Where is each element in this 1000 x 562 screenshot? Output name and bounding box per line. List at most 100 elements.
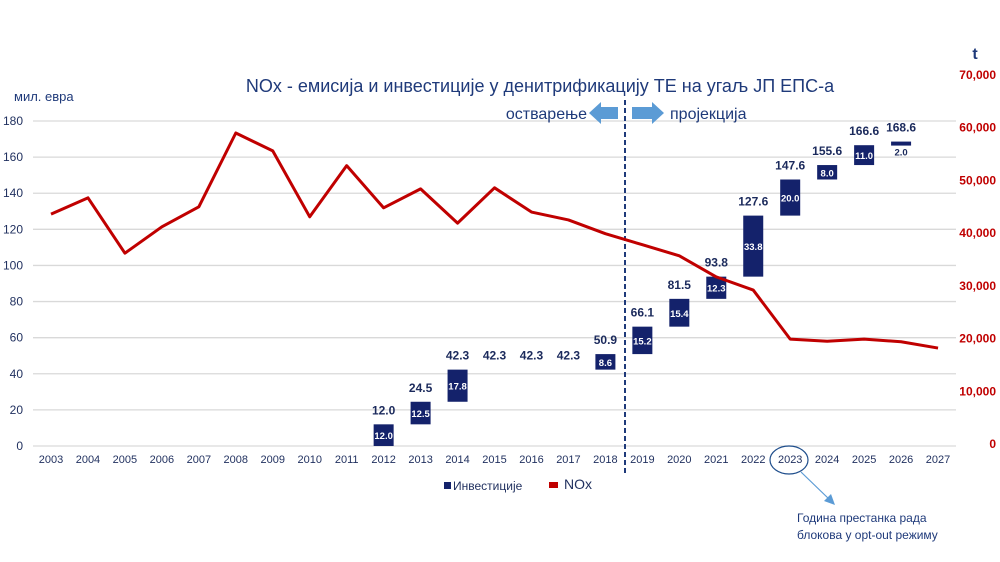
annotation-line-1: Година престанка рада [797, 511, 927, 525]
increment-label: 8.6 [599, 358, 612, 369]
left-tick-label: 80 [10, 295, 24, 309]
left-tick-label: 40 [10, 367, 24, 381]
annotation-arrow-line [800, 471, 831, 501]
x-tick-label: 2017 [556, 454, 580, 466]
total-label: 66.1 [631, 306, 655, 320]
increment-label: 11.0 [855, 151, 873, 162]
x-tick-label: 2007 [187, 454, 211, 466]
left-axis-unit: мил. евра [14, 89, 74, 104]
x-tick-label: 2003 [39, 454, 63, 466]
legend-swatch-nox [549, 482, 558, 488]
x-tick-label: 2024 [815, 454, 839, 466]
total-label: 168.6 [886, 121, 916, 135]
phase-label-future: пројекција [670, 106, 747, 123]
investment-bar [817, 165, 838, 180]
x-tick-label: 2009 [261, 454, 285, 466]
investment-bar [669, 298, 690, 327]
left-tick-label: 140 [3, 186, 23, 200]
increment-label: 8.0 [821, 168, 834, 179]
right-axis-unit: t [972, 46, 978, 63]
x-tick-label: 2005 [113, 454, 137, 466]
x-tick-label: 2027 [926, 454, 950, 466]
investment-labels: 12.0 12.0 12.5 24.5 17.8 42.3 42.3 42.3 42.3 8.6 5… [372, 121, 916, 443]
x-tick-label: 2018 [593, 454, 617, 466]
left-tick-label: 100 [3, 258, 23, 272]
chart-title: NOx - емисија и инвестиције у денитрифик… [246, 76, 835, 96]
investment-bar [854, 145, 875, 166]
phase-label-past: остварење [506, 106, 587, 123]
right-arrow-icon [632, 102, 664, 124]
right-tick-label: 50,000 [959, 173, 996, 187]
right-tick-label: 0 [989, 437, 996, 451]
increment-label: 17.8 [448, 382, 467, 393]
increment-label: 15.4 [670, 309, 689, 320]
gridlines [33, 120, 956, 447]
investment-bar [780, 179, 801, 216]
x-tick-label: 2026 [889, 454, 913, 466]
investment-bar [447, 369, 468, 402]
left-tick-label: 20 [10, 403, 24, 417]
total-label: 50.9 [594, 333, 618, 347]
increment-label: 33.8 [744, 242, 763, 253]
legend-label-nox: NOx [564, 476, 592, 492]
x-axis-ticks: 2003 2004 2005 2006 2007 2008 2009 2010 2011 2012… [39, 454, 951, 466]
right-axis-ticks: 0 10,000 20,000 30,000 40,000 50,000 60,000 70,… [959, 68, 996, 451]
total-label: 42.3 [557, 349, 581, 363]
increment-label: 12.5 [411, 409, 430, 420]
x-tick-label: 2006 [150, 454, 174, 466]
total-label: 93.8 [705, 256, 729, 270]
legend-swatch-investments [444, 482, 451, 489]
right-tick-label: 60,000 [959, 121, 996, 135]
x-tick-label: 2014 [445, 454, 469, 466]
x-tick-label: 2010 [297, 454, 321, 466]
legend: Инвестиције NOx [444, 476, 592, 493]
increment-label: 15.2 [633, 336, 652, 347]
x-tick-label: 2015 [482, 454, 506, 466]
left-tick-label: 180 [3, 114, 23, 128]
annotation: Година престанка рада блокова у opt-out … [769, 445, 938, 542]
left-tick-label: 120 [3, 222, 23, 236]
nox-line-group [50, 131, 939, 350]
x-tick-label: 2011 [335, 454, 359, 466]
total-label: 12.0 [372, 403, 396, 417]
increment-label: 20.0 [781, 194, 800, 205]
investment-bar [595, 354, 616, 370]
right-tick-label: 10,000 [959, 384, 996, 398]
x-tick-label: 2019 [630, 454, 654, 466]
investment-bar [706, 276, 727, 299]
increment-label: 12.3 [707, 284, 726, 295]
left-axis-ticks: 0 20 40 60 80 100 120 140 160 180 [3, 114, 23, 453]
left-tick-label: 60 [10, 331, 24, 345]
x-tick-label: 2016 [519, 454, 543, 466]
x-tick-label: 2021 [704, 454, 728, 466]
increment-label: 2.0 [894, 148, 907, 159]
investment-bar [373, 424, 394, 446]
x-tick-label: 2004 [76, 454, 100, 466]
left-arrow-icon [589, 102, 618, 124]
investment-bar [632, 326, 653, 355]
x-tick-label: 2013 [408, 454, 432, 466]
total-label: 42.3 [483, 349, 507, 363]
total-label: 42.3 [520, 349, 544, 363]
total-label: 24.5 [409, 381, 433, 395]
left-tick-label: 0 [16, 439, 23, 453]
annotation-line-2: блокова у opt-out режиму [797, 528, 938, 542]
x-tick-label: 2008 [224, 454, 248, 466]
increment-label: 12.0 [374, 431, 393, 442]
x-tick-label: 2020 [667, 454, 691, 466]
investment-bar [743, 215, 764, 277]
x-tick-label: 2012 [371, 454, 395, 466]
annotation-arrow-head [824, 494, 835, 505]
left-tick-label: 160 [3, 150, 23, 164]
x-tick-label: 2025 [852, 454, 876, 466]
annotation-circle [769, 445, 809, 475]
total-label: 155.6 [812, 144, 842, 158]
investment-bar [891, 141, 912, 146]
total-label: 81.5 [668, 278, 692, 292]
right-tick-label: 70,000 [959, 68, 996, 82]
total-label: 42.3 [446, 349, 470, 363]
x-tick-label: 2023 [778, 454, 802, 466]
total-label: 166.6 [849, 124, 879, 138]
right-tick-label: 40,000 [959, 226, 996, 240]
